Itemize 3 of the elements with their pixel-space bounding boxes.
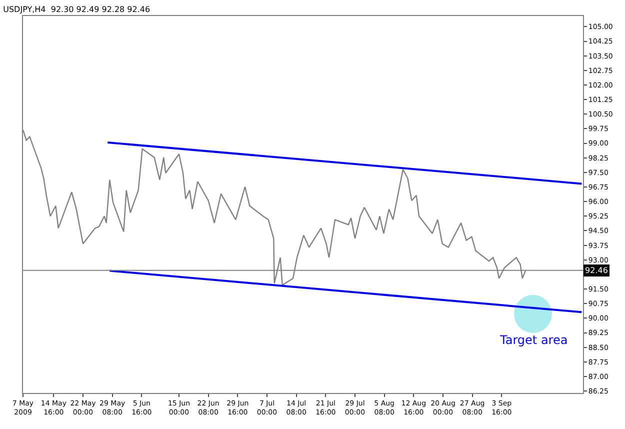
annotation: Target area — [499, 333, 568, 347]
ref-line-label: 92.46 — [585, 266, 608, 275]
chart-title: USDJPY,H4 92.30 92.49 92.28 92.46 — [3, 5, 150, 14]
